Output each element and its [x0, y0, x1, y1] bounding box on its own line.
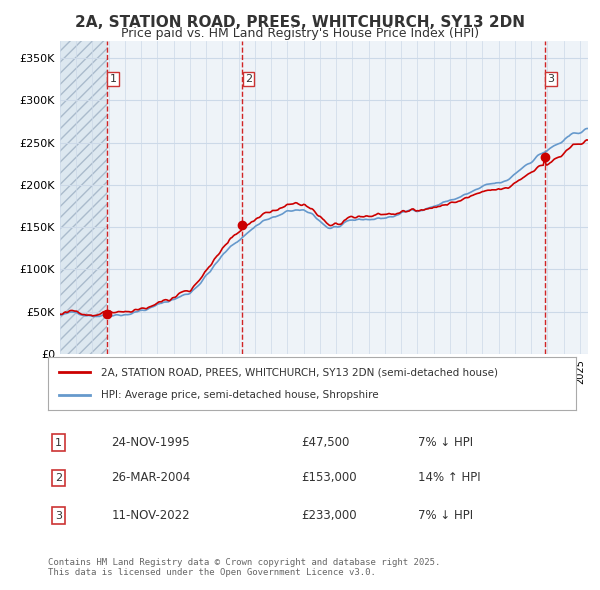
Text: 2A, STATION ROAD, PREES, WHITCHURCH, SY13 2DN (semi-detached house): 2A, STATION ROAD, PREES, WHITCHURCH, SY1…	[101, 368, 498, 378]
Text: 3: 3	[55, 511, 62, 520]
Text: 14% ↑ HPI: 14% ↑ HPI	[418, 471, 480, 484]
Text: 1: 1	[55, 438, 62, 447]
Text: 2: 2	[55, 473, 62, 483]
Text: 11-NOV-2022: 11-NOV-2022	[112, 509, 190, 522]
Text: HPI: Average price, semi-detached house, Shropshire: HPI: Average price, semi-detached house,…	[101, 390, 379, 400]
Text: 26-MAR-2004: 26-MAR-2004	[112, 471, 191, 484]
Text: £233,000: £233,000	[301, 509, 357, 522]
Bar	[60, 41, 107, 354]
Text: 7% ↓ HPI: 7% ↓ HPI	[418, 436, 473, 449]
Text: 7% ↓ HPI: 7% ↓ HPI	[418, 509, 473, 522]
Text: 2: 2	[245, 74, 252, 84]
Text: £153,000: £153,000	[301, 471, 357, 484]
Text: 24-NOV-1995: 24-NOV-1995	[112, 436, 190, 449]
Text: 1: 1	[110, 74, 116, 84]
Text: Price paid vs. HM Land Registry's House Price Index (HPI): Price paid vs. HM Land Registry's House …	[121, 27, 479, 40]
Text: 2A, STATION ROAD, PREES, WHITCHURCH, SY13 2DN: 2A, STATION ROAD, PREES, WHITCHURCH, SY1…	[75, 15, 525, 30]
Text: £47,500: £47,500	[301, 436, 350, 449]
Text: 3: 3	[548, 74, 554, 84]
Text: Contains HM Land Registry data © Crown copyright and database right 2025.
This d: Contains HM Land Registry data © Crown c…	[48, 558, 440, 577]
